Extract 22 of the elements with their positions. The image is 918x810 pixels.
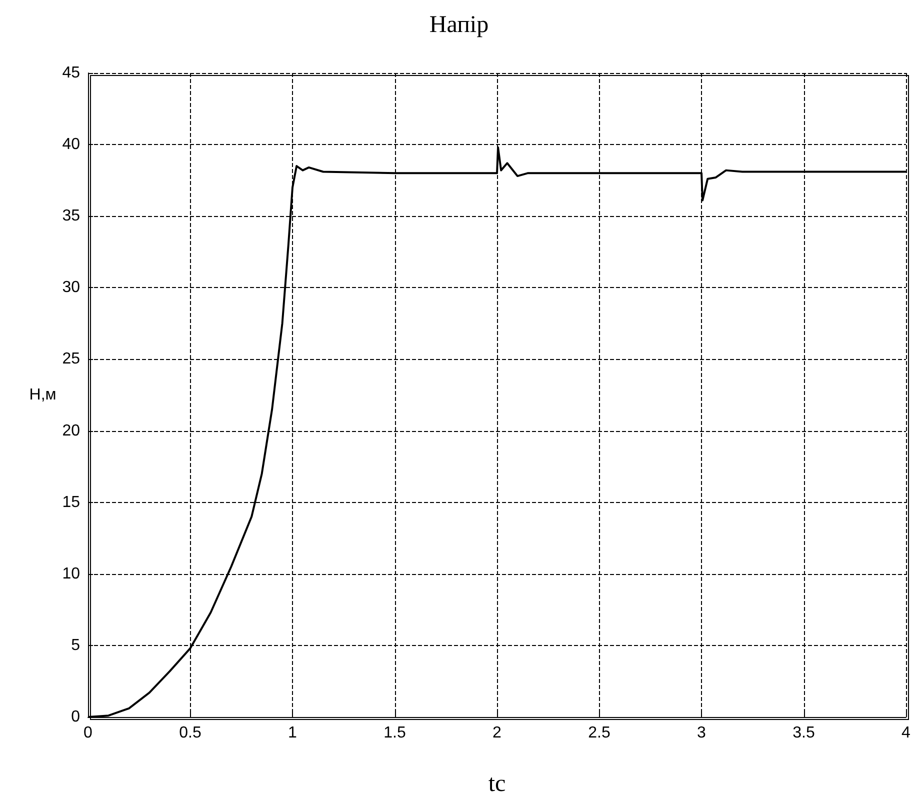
y-tick-label: 15 bbox=[62, 494, 80, 511]
y-axis-title: H,м bbox=[29, 386, 56, 404]
y-tick-label: 25 bbox=[62, 350, 80, 368]
x-tick-label: 0 bbox=[84, 724, 93, 742]
x-tick-label: 3 bbox=[697, 724, 706, 742]
x-axis-title: tc bbox=[488, 771, 506, 797]
y-tick-label: 10 bbox=[62, 565, 80, 582]
x-tick-label: 2 bbox=[492, 724, 502, 742]
x-tick-label: 4 bbox=[902, 724, 911, 742]
y-tick-label: 35 bbox=[62, 208, 80, 225]
y-tick-label: 20 bbox=[62, 422, 80, 440]
x-tick-label: 1.5 bbox=[384, 724, 406, 742]
x-tick-label: 1 bbox=[288, 724, 298, 742]
chart-title: Напір bbox=[429, 12, 489, 38]
y-tick-label: 40 bbox=[62, 136, 80, 154]
y-tick-label: 5 bbox=[71, 636, 80, 654]
x-tick-label: 2.5 bbox=[588, 724, 610, 742]
y-tick-label: 30 bbox=[62, 279, 80, 296]
x-tick-label: 3.5 bbox=[792, 724, 815, 742]
y-tick-label: 45 bbox=[62, 64, 80, 82]
x-tick-label: 0.5 bbox=[179, 724, 202, 742]
y-tick-label: 0 bbox=[71, 708, 80, 726]
